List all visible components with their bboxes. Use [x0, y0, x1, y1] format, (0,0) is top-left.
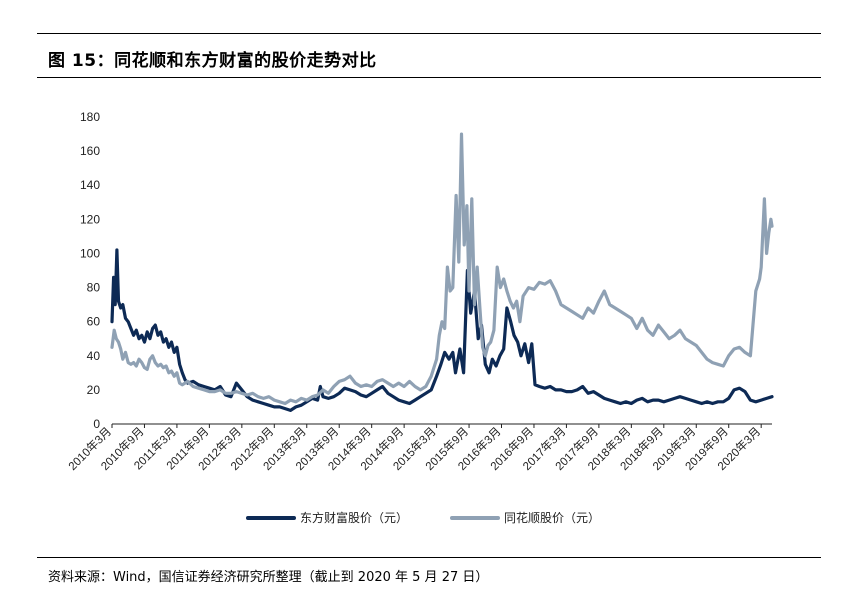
top-rule	[37, 33, 821, 34]
bottom-rule	[37, 557, 821, 558]
y-tick-label: 100	[80, 246, 100, 260]
chart-axes: 0204060801001201401601802010年3月2010年9月20…	[65, 110, 772, 473]
y-tick-label: 0	[93, 417, 100, 431]
legend-item-east-money-label: 东方财富股价（元）	[300, 510, 408, 525]
y-tick-label: 160	[80, 144, 100, 158]
legend-item-ths-label: 同花顺股价（元）	[504, 510, 600, 525]
y-tick-label: 40	[87, 349, 101, 363]
stock-price-chart: 0204060801001201401601802010年3月2010年9月20…	[65, 110, 774, 525]
source-note: 资料来源：Wind，国信证券经济研究所整理（截止到 2020 年 5 月 27 …	[48, 570, 489, 585]
series-layer	[110, 132, 774, 412]
title-underline	[37, 77, 821, 78]
series-line-east-money	[110, 248, 774, 412]
y-tick-label: 20	[87, 383, 101, 397]
y-tick-label: 60	[87, 315, 101, 329]
y-tick-label: 180	[80, 110, 100, 124]
chart-legend: 东方财富股价（元） 同花顺股价（元）	[246, 510, 600, 525]
series-line-ths	[110, 132, 774, 406]
y-tick-label: 140	[80, 178, 100, 192]
figure-title: 图 15：同花顺和东方财富的股价走势对比	[48, 51, 377, 71]
y-tick-label: 120	[80, 212, 100, 226]
y-tick-label: 80	[87, 281, 101, 295]
